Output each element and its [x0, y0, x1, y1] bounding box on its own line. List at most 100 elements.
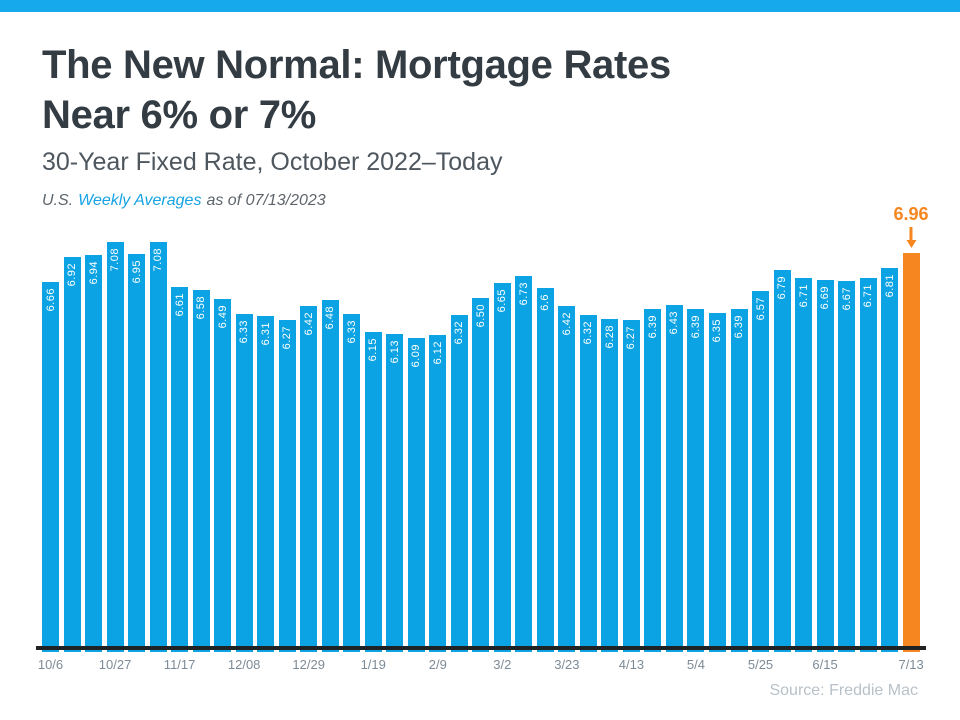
- bar: 6.13: [386, 334, 404, 652]
- bar-value-label: 6.28: [603, 325, 616, 349]
- bar-column: 6.65 3/2: [493, 232, 511, 672]
- bar: 6.42: [558, 306, 576, 652]
- bar-column: 6.39: [644, 232, 662, 652]
- bar-column: 6.43: [665, 232, 683, 652]
- bar: 6.42: [300, 306, 318, 652]
- bar-column: 6.39 5/4: [687, 232, 705, 672]
- bar: 6.71: [795, 278, 813, 652]
- x-axis-tick-label: 10/6: [37, 657, 64, 672]
- bar-value-label: 6.94: [87, 261, 100, 285]
- bar-column: 6.15 1/19: [361, 232, 386, 672]
- bar-column: 6.32: [579, 232, 597, 652]
- bar-value-label: 6.15: [367, 338, 380, 362]
- bar: 6.33: [343, 314, 361, 652]
- bar-value-label: 6.39: [646, 315, 659, 339]
- bar-column: 6.57 5/25: [748, 232, 773, 672]
- bar: 6.69: [816, 280, 834, 652]
- bar-column: 6.27: [278, 232, 296, 652]
- bar-column: 6.73: [515, 232, 533, 652]
- bar-value-label: 6.13: [388, 340, 401, 364]
- bar-column: 6.33 12/08: [228, 232, 260, 672]
- bar-column: 6.13: [386, 232, 404, 652]
- bar: 6.39: [644, 309, 662, 652]
- bar-column: 6.66 10/6: [38, 232, 63, 672]
- bar: 6.31: [257, 316, 275, 652]
- bar-column: 6.39: [730, 232, 748, 652]
- bar-column: 6.95: [128, 232, 146, 652]
- bar: 7.08: [106, 242, 124, 652]
- x-axis-tick-label: 5/4: [686, 657, 706, 672]
- bar-value-label: 6.32: [582, 321, 595, 345]
- page-title: The New Normal: Mortgage Rates Near 6% o…: [42, 40, 671, 140]
- bar-value-label: 6.92: [66, 263, 79, 287]
- bar-value-label: 6.69: [819, 286, 832, 310]
- bar-value-label: 6.61: [173, 293, 186, 317]
- peak-rate-annotation: 6.96: [893, 204, 929, 248]
- bar: 6.27: [278, 320, 296, 652]
- x-axis-tick-label: 2/9: [428, 657, 447, 672]
- bar: 6.35: [708, 313, 726, 652]
- bar-value-label: 7.08: [152, 248, 165, 272]
- bar-column: 6.35: [708, 232, 726, 652]
- bar-column: 7.08: [149, 232, 167, 652]
- note-suffix: as of 07/13/2023: [206, 192, 326, 209]
- peak-rate-value: 6.96: [893, 204, 929, 224]
- bar: 6.67: [838, 281, 856, 652]
- bar: 6.09: [407, 338, 425, 652]
- bar: 6.43: [665, 305, 683, 652]
- page-title-line2: Near 6% or 7%: [42, 93, 317, 137]
- bar-column: 6.48: [321, 232, 339, 652]
- bar-value-label: 6.6: [539, 294, 552, 311]
- bar-value-label: 6.50: [474, 304, 487, 328]
- x-axis-tick-label: 11/17: [163, 657, 196, 672]
- bar-value-label: 6.66: [44, 288, 57, 312]
- bar-column: 6.79: [773, 232, 791, 652]
- bar: 6.58: [192, 290, 210, 652]
- bar-column: 6.71: [795, 232, 813, 652]
- data-note: U.S. Weekly Averages as of 07/13/2023: [42, 192, 326, 210]
- bar: 6.15: [364, 332, 382, 652]
- bar-value-label: 6.35: [711, 319, 724, 343]
- x-axis-tick-label: 3/23: [554, 657, 580, 672]
- bar: 6.39: [730, 309, 748, 652]
- page-title-line1: The New Normal: Mortgage Rates: [42, 43, 671, 87]
- bar: 6.81: [881, 268, 899, 652]
- bar-chart: 6.96 6.66 10/6 6.92 6.94 7.08 10/27 6.95 7.08 6.…: [38, 204, 929, 672]
- bar-column: 6.67: [838, 232, 856, 652]
- bar: 6.57: [752, 291, 770, 652]
- bar-value-label: 6.42: [560, 312, 573, 336]
- bar-column: 6.28: [601, 232, 619, 652]
- bar-column: 6.58: [192, 232, 210, 652]
- bar-value-label: 6.71: [862, 284, 875, 308]
- bar-column: 6.81: [881, 232, 899, 652]
- bar-column: 6.42 12/29: [292, 232, 325, 672]
- bar-value-label: 6.31: [259, 322, 272, 346]
- x-axis-tick-label: 4/13: [618, 657, 645, 672]
- bar: 6.61: [171, 287, 189, 652]
- top-accent-bar: [0, 0, 960, 12]
- bar-column: 6.32: [450, 232, 468, 652]
- bar-value-label: 6.33: [345, 320, 358, 344]
- bar: 6.6: [536, 288, 554, 652]
- x-axis-tick-label: 7/13: [898, 657, 924, 672]
- bar-column: 6.31: [257, 232, 275, 652]
- bar-value-label: 6.48: [324, 306, 337, 330]
- x-axis-tick-label: 12/08: [227, 657, 261, 672]
- bar-value-label: 6.81: [883, 274, 896, 298]
- bar-value-label: 6.73: [517, 282, 530, 306]
- bar-value-label: 6.32: [453, 321, 466, 345]
- bar: 6.49: [214, 299, 232, 652]
- x-axis-tick-label: 3/2: [493, 657, 512, 672]
- bar: 6.66: [42, 282, 59, 652]
- x-axis-tick-label: 10/27: [98, 657, 132, 672]
- bar: 6.65: [493, 283, 511, 652]
- down-arrow-icon: [905, 227, 916, 248]
- bar: 6.95: [128, 254, 146, 652]
- bar: 6.32: [450, 315, 468, 652]
- weekly-averages-link[interactable]: Weekly Averages: [78, 192, 202, 209]
- bar-value-label: 6.27: [281, 326, 294, 350]
- bar: 7.08: [149, 242, 167, 652]
- bar-column: 6.12 2/9: [429, 232, 447, 672]
- x-axis-tick-label: 5/25: [747, 657, 774, 672]
- bar: 6.71: [859, 278, 877, 652]
